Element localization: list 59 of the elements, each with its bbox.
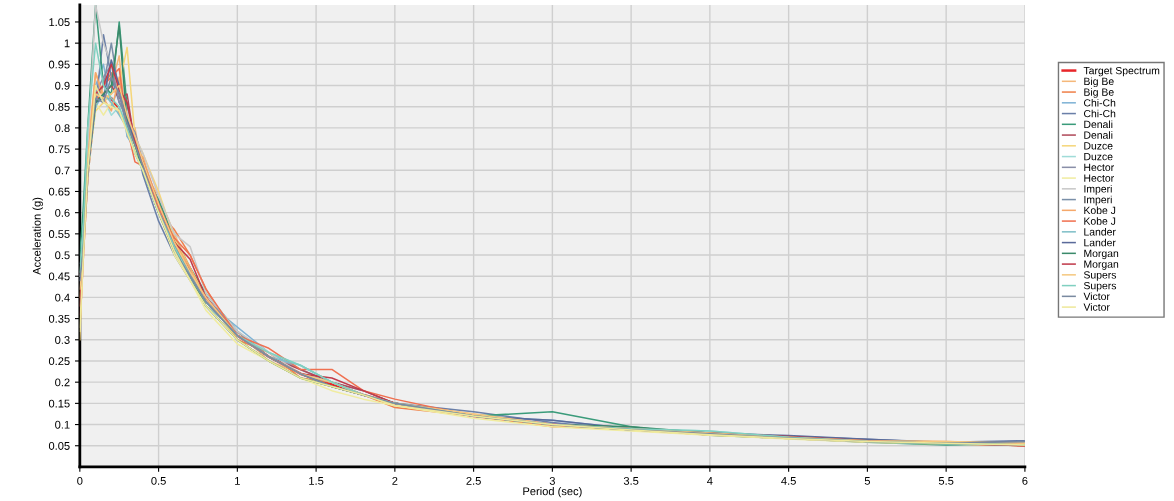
legend-label: Denali bbox=[1084, 120, 1113, 129]
y-tick-label: 0.8 bbox=[55, 124, 70, 133]
y-tick-label: 1 bbox=[64, 39, 70, 48]
legend-label: Big Be bbox=[1084, 77, 1114, 88]
legend-label: Victor bbox=[1083, 303, 1110, 311]
y-tick-label: 0.95 bbox=[48, 60, 70, 69]
legend-label: Morgan bbox=[1084, 260, 1119, 270]
legend-label: Kobe J bbox=[1084, 217, 1116, 225]
y-tick-label: 0.35 bbox=[48, 314, 70, 323]
legend-label: Hector bbox=[1084, 174, 1114, 182]
y-tick-label: 0.5 bbox=[55, 251, 70, 260]
legend-label: Lander bbox=[1084, 238, 1116, 247]
y-tick-label: 0.85 bbox=[48, 102, 70, 111]
legend-label: Imperi bbox=[1084, 195, 1112, 206]
legend-label: Imperi bbox=[1084, 184, 1112, 195]
y-tick-label: 0.55 bbox=[48, 230, 70, 238]
legend-label: Kobe J bbox=[1084, 206, 1116, 215]
legend-label: Hector bbox=[1084, 163, 1114, 172]
legend-label: Duzce bbox=[1084, 153, 1113, 161]
legend-label: Victor bbox=[1083, 292, 1110, 301]
y-tick-label: 0.05 bbox=[48, 442, 70, 450]
y-tick-label: 0.65 bbox=[48, 187, 70, 196]
y-tick-label: 1.05 bbox=[49, 18, 70, 27]
x-tick-label: 4.5 bbox=[781, 477, 796, 485]
legend-label: Supers bbox=[1083, 271, 1117, 281]
x-tick-label: 0.5 bbox=[151, 476, 166, 485]
x-tick-label: 5.5 bbox=[938, 477, 954, 485]
y-tick-label: 0.25 bbox=[48, 357, 70, 366]
y-tick-label: 0.9 bbox=[55, 81, 70, 90]
y-tick-label: 0.45 bbox=[48, 272, 70, 281]
x-tick-label: 1 bbox=[235, 477, 240, 485]
x-tick-label: 5 bbox=[864, 477, 871, 485]
legend-label: Lander bbox=[1084, 227, 1116, 236]
legend-label: Big Be bbox=[1084, 88, 1114, 98]
x-tick-label: 3.5 bbox=[623, 476, 639, 485]
y-tick-label: 0.75 bbox=[48, 145, 70, 154]
legend-label: Morgan bbox=[1084, 249, 1119, 260]
legend-label: Chi-Ch bbox=[1083, 109, 1116, 118]
legend-label: Target Spectrum bbox=[1083, 66, 1160, 77]
x-tick-label: 4 bbox=[707, 477, 713, 485]
y-tick-label: 0.6 bbox=[55, 208, 70, 217]
legend-label: Denali bbox=[1084, 131, 1113, 139]
y-tick-label: 0.3 bbox=[55, 336, 70, 344]
y-tick-label: 0.15 bbox=[48, 399, 70, 408]
x-axis-title: Period (sec) bbox=[523, 487, 582, 498]
legend-label: Duzce bbox=[1084, 142, 1113, 150]
x-tick-label: 2.5 bbox=[466, 476, 481, 485]
y-tick-label: 0.4 bbox=[55, 293, 70, 302]
y-tick-label: 0.1 bbox=[55, 420, 70, 429]
x-tick-label: 1.5 bbox=[309, 477, 324, 485]
legend-label: Chi-Ch bbox=[1083, 98, 1116, 107]
x-tick-label: 0 bbox=[77, 476, 83, 485]
x-tick-label: 2 bbox=[392, 476, 398, 485]
legend-label: Supers bbox=[1083, 281, 1117, 292]
x-tick-label: 6 bbox=[1022, 476, 1028, 485]
x-tick-label: 3 bbox=[549, 476, 555, 485]
y-tick-label: 0.2 bbox=[55, 378, 70, 387]
y-tick-label: 0.7 bbox=[55, 166, 70, 175]
y-axis-title: Acceleration (g) bbox=[32, 197, 43, 275]
